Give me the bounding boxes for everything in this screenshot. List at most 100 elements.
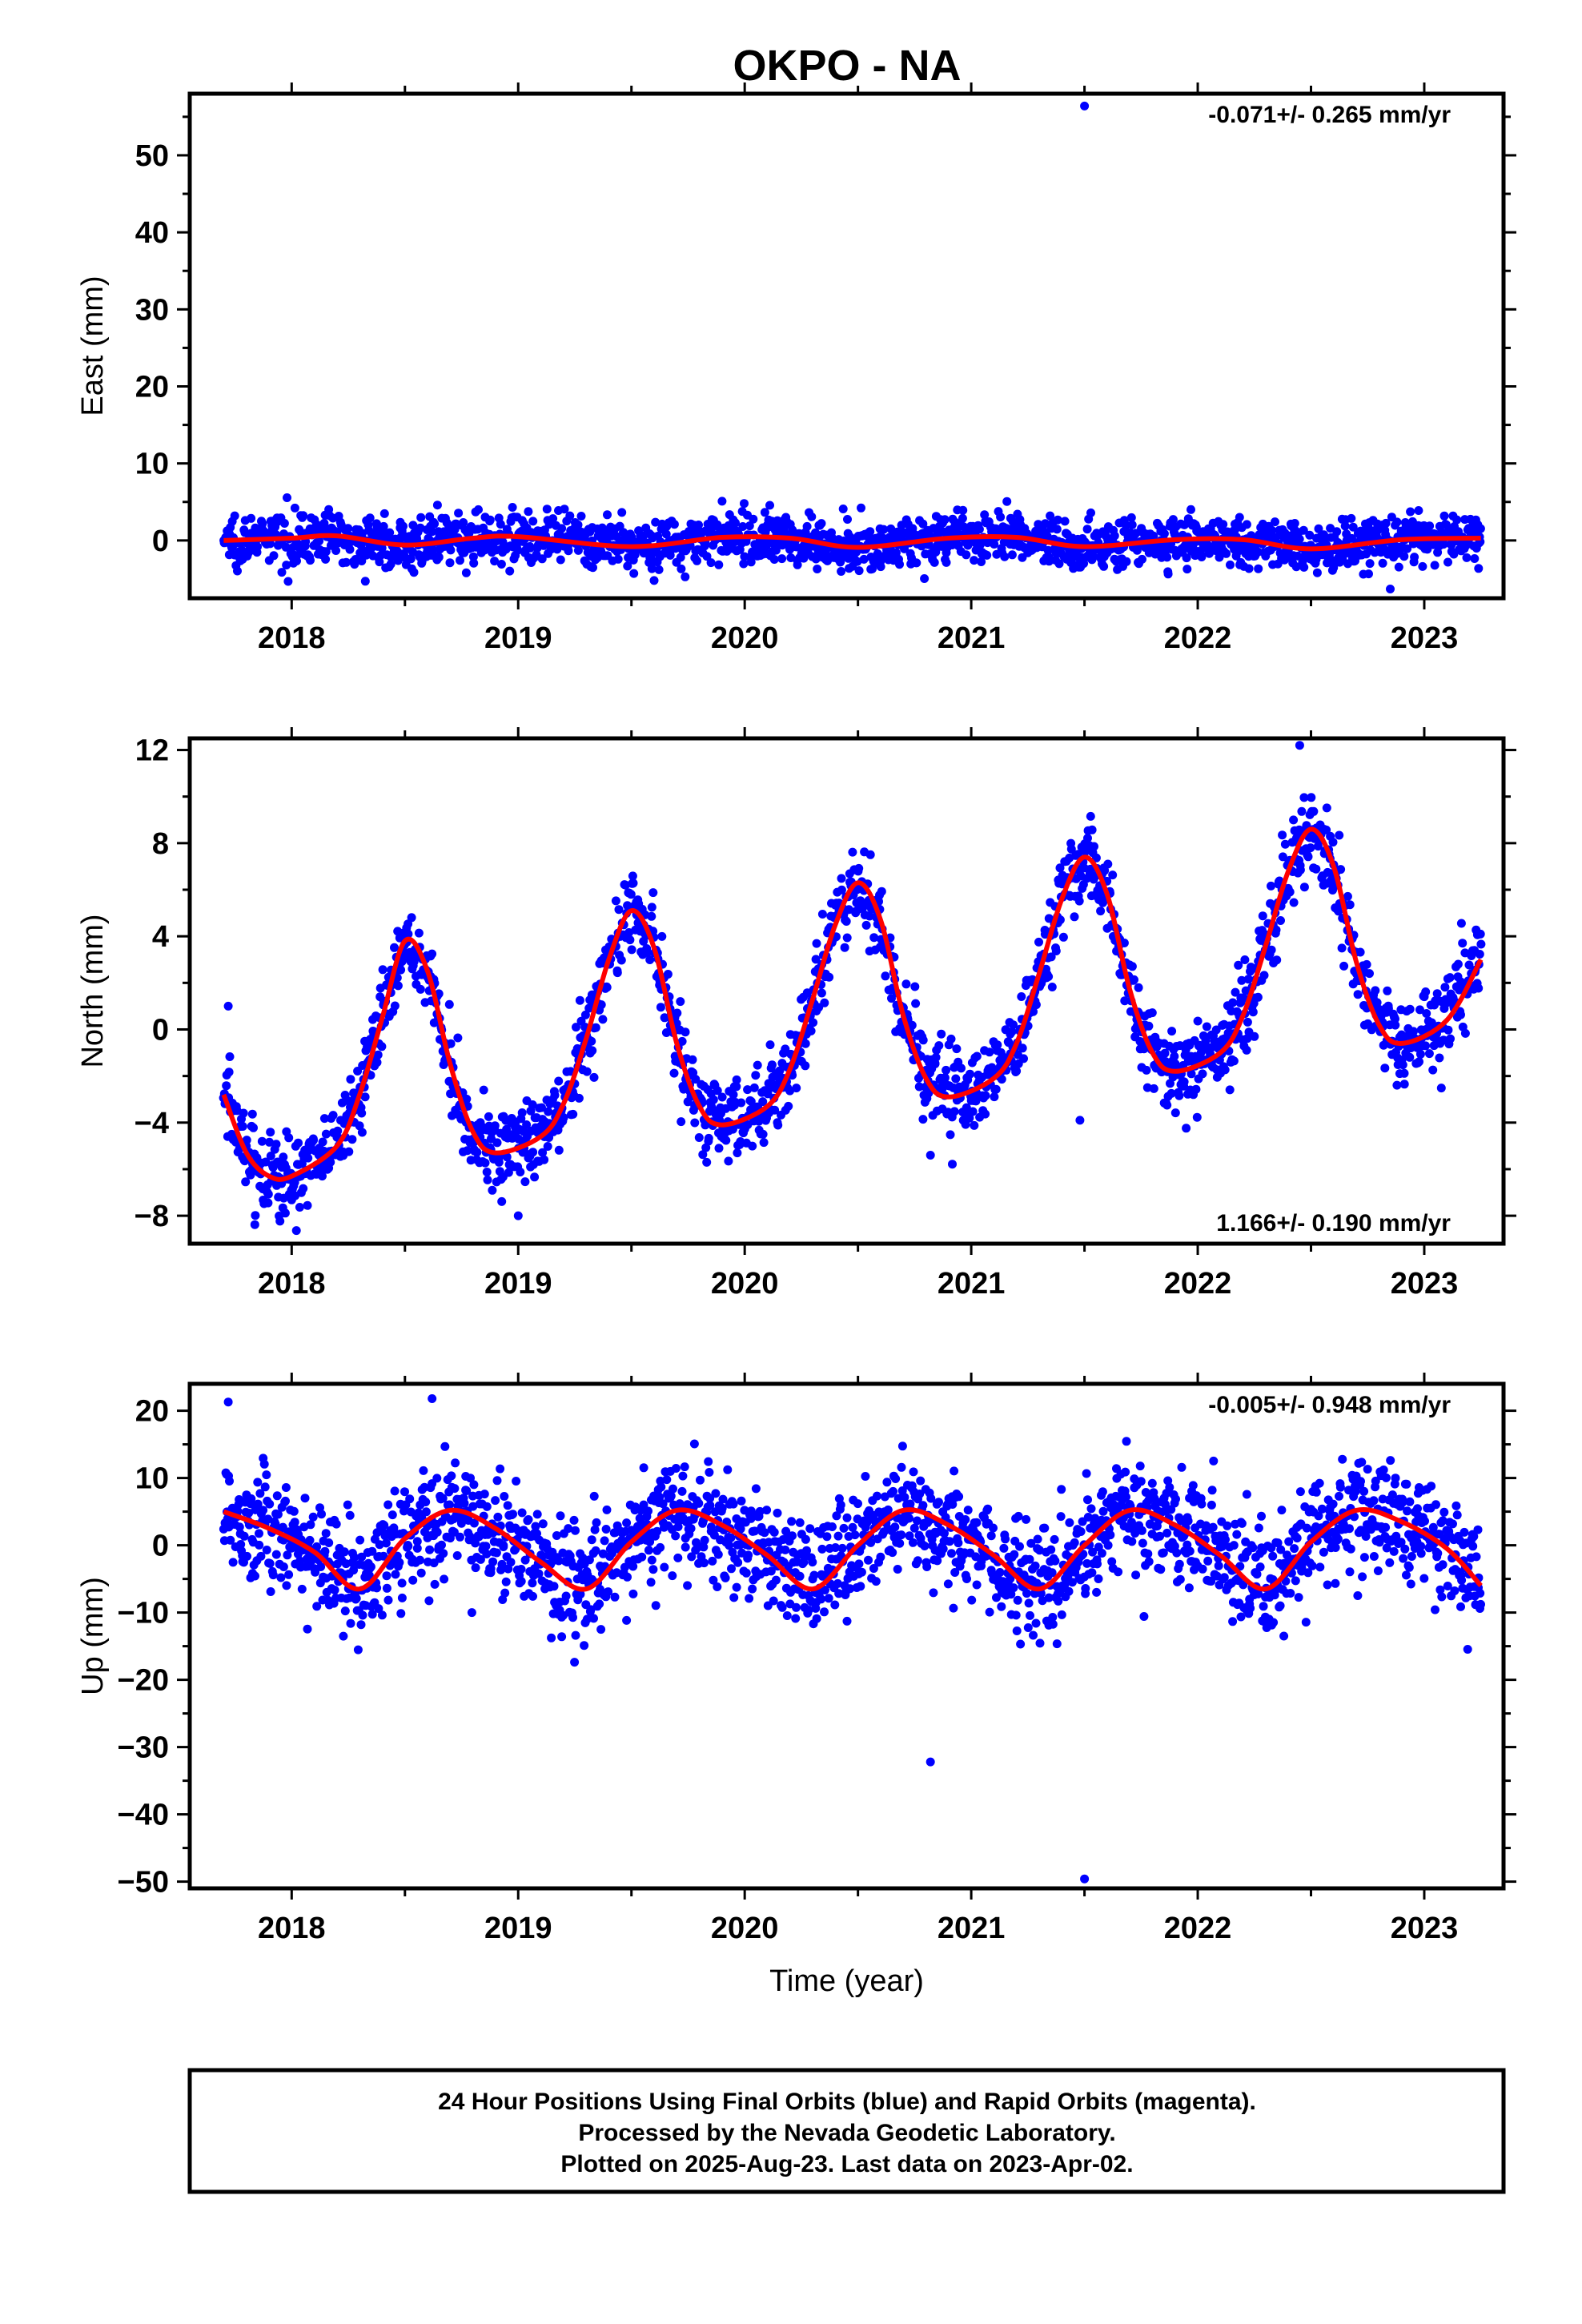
east-data-point [1399, 552, 1409, 561]
up-data-point [883, 1505, 893, 1514]
up-data-point [273, 1510, 283, 1519]
up-data-point [591, 1546, 600, 1555]
east-data-point [408, 521, 418, 530]
north-data-point [709, 1095, 718, 1104]
east-panel: 2018 2019 2020 2021 2022 202301020304050East … [76, 82, 1516, 655]
north-data-point [647, 911, 656, 921]
north-data-point [677, 1117, 686, 1127]
up-data-point [586, 1605, 596, 1614]
north-data-point [357, 1128, 367, 1137]
east-data-point [1182, 565, 1192, 574]
north-data-point [946, 1034, 956, 1043]
east-data-point [542, 505, 552, 514]
up-data-point [918, 1501, 928, 1510]
up-data-point [452, 1551, 462, 1560]
north-data-point [950, 1107, 959, 1116]
north-data-point [1108, 870, 1118, 880]
east-data-point [1162, 553, 1172, 562]
north-data-point [1182, 1124, 1191, 1133]
north-data-point [1220, 1065, 1230, 1075]
up-data-point [260, 1482, 270, 1492]
up-data-point [617, 1535, 627, 1545]
north-data-point [1432, 989, 1442, 999]
north-data-point [1193, 1016, 1203, 1026]
up-data-point [817, 1594, 826, 1604]
up-data-point [741, 1568, 751, 1578]
north-data-point [559, 1113, 568, 1123]
north-data-point [517, 1108, 527, 1117]
up-data-point [486, 1564, 496, 1574]
north-data-point [1170, 1051, 1179, 1061]
east-data-point [1159, 529, 1169, 538]
east-data-point [1290, 519, 1299, 528]
north-data-point [758, 1097, 768, 1107]
up-data-point [289, 1506, 299, 1516]
north-data-point [775, 1066, 785, 1076]
north-data-point [1334, 907, 1343, 916]
up-data-point [569, 1515, 579, 1525]
north-data-point [1007, 1027, 1017, 1036]
east-data-point [912, 558, 921, 568]
north-data-point [657, 931, 667, 941]
north-data-point [1362, 959, 1371, 969]
east-data-point [1235, 513, 1244, 522]
east-data-point [1312, 568, 1322, 577]
up-data-point [637, 1552, 647, 1562]
north-data-point [1458, 939, 1468, 948]
north-data-point [275, 1216, 285, 1226]
up-data-point [687, 1552, 697, 1562]
up-data-point [492, 1476, 502, 1486]
east-data-point [974, 525, 984, 534]
north-data-point [344, 1147, 354, 1156]
up-data-point [383, 1500, 393, 1510]
north-data-point [543, 1142, 552, 1151]
up-data-point [888, 1548, 897, 1558]
up-data-point [534, 1569, 544, 1578]
north-data-point [318, 1137, 327, 1147]
north-data-point [981, 1109, 990, 1119]
up-data-point [460, 1498, 469, 1508]
north-y-tick-label: −4 [135, 1107, 169, 1140]
north-data-point [758, 1129, 768, 1139]
north-data-point [749, 1083, 759, 1092]
up-data-point [745, 1594, 754, 1603]
north-data-point [453, 1033, 463, 1043]
north-data-point [1086, 811, 1095, 821]
north-data-point [970, 1120, 979, 1130]
north-data-point [602, 983, 612, 992]
north-data-point [911, 999, 921, 1008]
up-data-point [380, 1531, 390, 1541]
north-data-point [239, 1108, 248, 1118]
up-data-point [324, 1538, 334, 1547]
up-data-point [683, 1581, 693, 1590]
east-data-point [432, 501, 442, 510]
north-data-point [1162, 1100, 1172, 1110]
up-data-point [366, 1562, 375, 1571]
up-data-point [447, 1471, 456, 1481]
up-data-point [830, 1600, 840, 1610]
up-data-point [465, 1532, 475, 1542]
north-data-point [773, 1120, 783, 1130]
north-data-point [520, 1177, 530, 1187]
up-data-point [795, 1571, 805, 1581]
up-data-point [900, 1493, 909, 1502]
north-data-point [1355, 947, 1365, 957]
east-data-point [854, 566, 864, 576]
north-data-point [626, 890, 636, 899]
up-data-point [253, 1478, 263, 1487]
up-data-point [391, 1570, 400, 1579]
north-data-point [1424, 1049, 1434, 1059]
north-data-point [628, 871, 637, 881]
north-data-point [1421, 1041, 1431, 1051]
east-data-point [651, 517, 661, 527]
north-data-point [625, 935, 635, 945]
east-data-point [920, 574, 930, 583]
north-data-point [1456, 919, 1466, 928]
east-data-point [1470, 554, 1480, 563]
up-data-point [504, 1564, 513, 1574]
north-data-point [990, 1092, 999, 1102]
east-data-point [1392, 517, 1402, 527]
east-data-point [746, 557, 756, 567]
north-data-point [1090, 842, 1098, 851]
up-data-point [397, 1578, 407, 1588]
